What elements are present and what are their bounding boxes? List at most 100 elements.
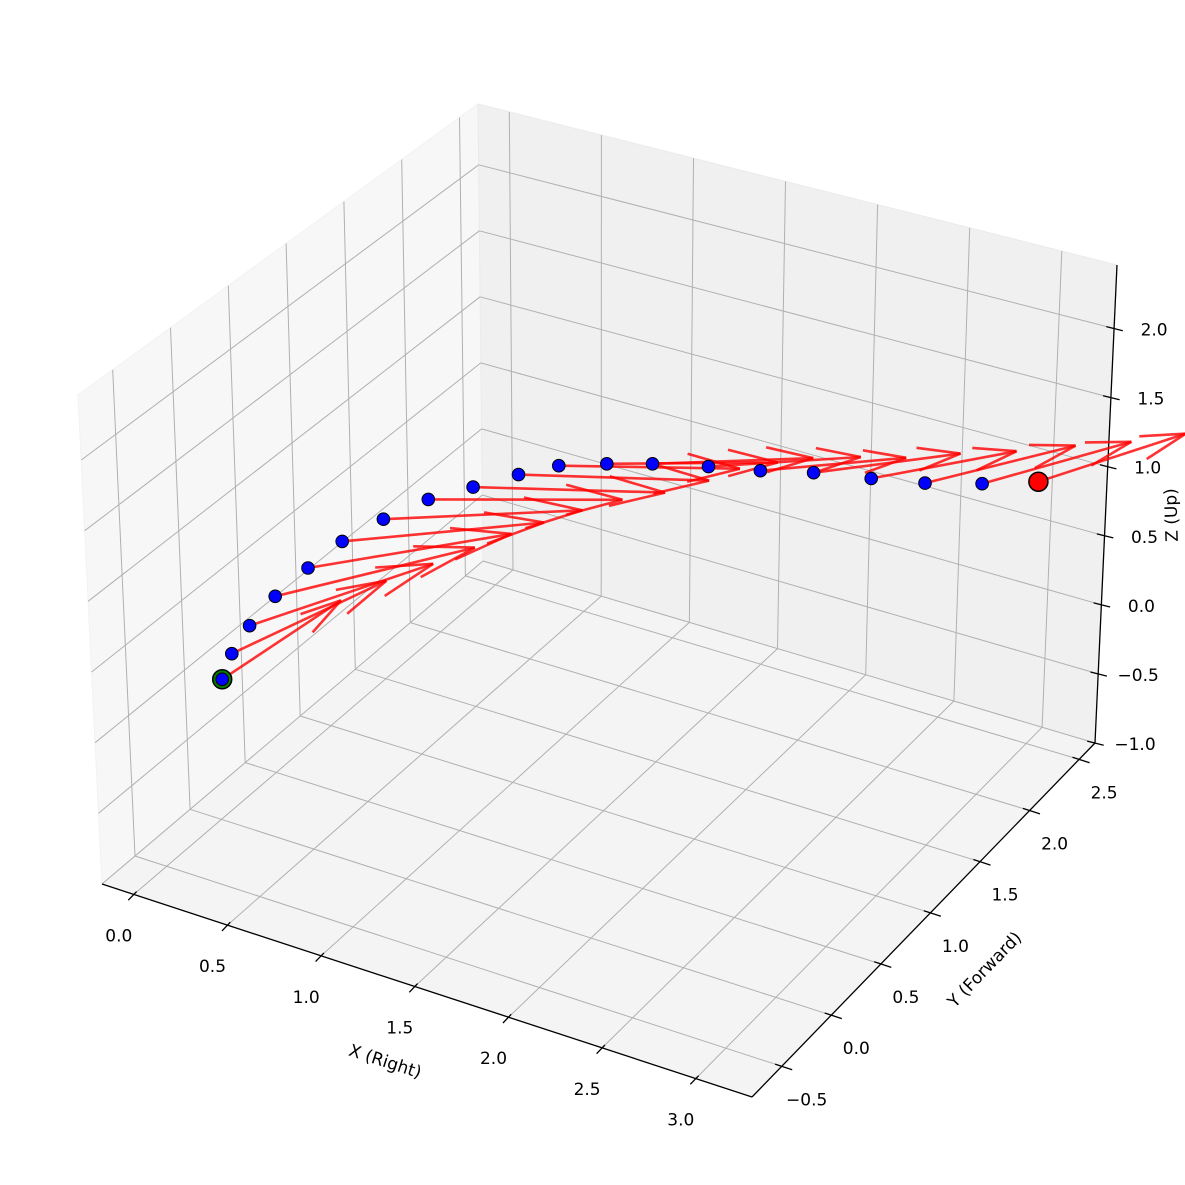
back-gridline-x [953,227,971,702]
back-gridline-x [865,204,879,675]
back-gridline-z [479,230,1112,399]
x-tick [127,891,138,901]
y-tick-label: 1.5 [991,886,1018,906]
x-tick [315,952,325,963]
back-gridline-z [481,428,1102,606]
direction-arrow [870,446,1018,480]
arrow-shaft [518,473,710,482]
path-point [701,459,716,474]
left-gridline-y [112,369,136,857]
left-gridline-z [101,560,484,885]
back-gridline-x [1041,251,1063,728]
path-point [421,492,436,507]
z-tick [1090,671,1108,677]
arrow-shaft [274,546,476,598]
arrow-shaft [1037,432,1185,483]
path-point [918,476,932,490]
x-tick [689,1075,700,1085]
z-tick-label: 2.0 [1141,321,1168,341]
left-gridline-y [227,285,246,763]
tick-marks [127,325,1123,1085]
path-point [242,618,257,633]
back-gridline-z [479,296,1108,468]
floor-gridline-x [320,622,690,957]
path-point [268,589,283,604]
tick-labels: 0.0 0.5 1.0 1.5 2.0 2.5 3.0 −0.5 0.0 0.5 1.0 1.5 2.0… [105,321,1167,1131]
z-tick-label: 0.0 [1128,597,1155,617]
arrow-head [565,483,623,502]
z-axis-label: Z (Up) [1161,488,1183,542]
path-point [225,646,239,661]
floor-gridline-x [601,700,955,1049]
floor-gridline-y [465,575,1080,760]
arrow-head [383,562,434,597]
arrow-head [420,546,476,579]
left-gridline-z [87,296,481,602]
y-axis-line [751,742,1096,1098]
arrow-head [765,446,814,460]
path-point [466,480,480,494]
arrow-head [815,446,862,459]
y-tick-label: 2.5 [1091,783,1118,803]
x-tick-label: 2.5 [574,1080,601,1100]
y-tick-label: 1.0 [942,937,969,957]
path-point [511,467,526,482]
gridlines [80,111,1115,1079]
x-tick [408,983,419,993]
arrow-shaft [760,456,907,472]
floor-gridline-x [133,569,514,895]
arrow-shaft [924,444,1076,485]
axis-lines [101,264,1118,1098]
arrow-shaft [981,440,1132,485]
arrow-head [413,545,475,549]
arrow-head [346,579,388,615]
path-point [215,672,229,687]
axis-panes [77,103,1118,1098]
path-point [864,471,879,486]
arrow-head [972,446,1017,453]
arrow-shaft [652,456,814,466]
y-tick [1022,807,1041,815]
path-point [975,476,989,491]
arrow-shaft [473,485,666,494]
left-gridline-y [285,243,301,717]
floor-gridline-x [227,595,602,926]
left-gridline-z [98,494,483,814]
path-point [600,457,614,471]
direction-arrow [428,483,623,516]
end-marker [1028,471,1049,492]
direction-arrow [1037,432,1185,483]
arrow-head [1028,443,1076,447]
y-tick-label: 0.0 [843,1039,870,1059]
y-tick [824,1012,843,1020]
back-gridline-x [508,111,514,570]
arrow-head [1034,444,1077,470]
z-tick-label: 1.5 [1137,390,1164,410]
y-tick-label: −0.5 [786,1090,827,1110]
arrow-shaft [870,449,1017,480]
z-tick [1093,602,1111,608]
y-tick [873,961,892,969]
z-tick-label: −1.0 [1114,735,1155,755]
back-gridline-z [480,362,1105,537]
arrow-shaft [231,579,387,655]
direction-arrow [924,443,1077,485]
arrow-head [653,479,710,495]
z-tick [1096,533,1114,539]
z-tick-label: 1.0 [1134,459,1161,479]
x-tick [221,921,231,932]
floor-gridline-y [245,762,882,965]
left-gridline-z [80,164,479,461]
x-tick-label: 1.0 [293,988,320,1008]
path-point [335,534,350,549]
z-tick [1099,464,1117,470]
arrow-shaft [307,532,512,570]
left-gridline-z [94,428,482,744]
z-tick [1106,325,1123,332]
left-gridline-y [401,159,411,623]
left-gridline-z [84,230,480,532]
floor-gridline-x [414,648,778,987]
back-gridline-z [482,560,1096,744]
floor-gridline-x [508,674,867,1018]
left-gridline-z [91,362,482,673]
